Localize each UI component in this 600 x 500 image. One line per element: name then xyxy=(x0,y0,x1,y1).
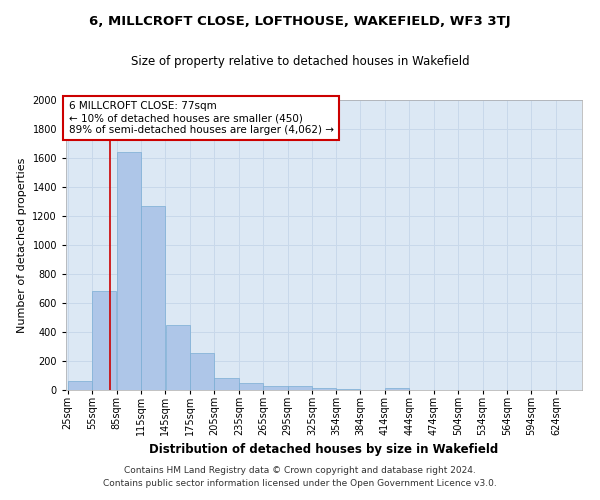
Bar xyxy=(214,378,239,390)
Bar xyxy=(68,380,92,390)
Y-axis label: Number of detached properties: Number of detached properties xyxy=(17,158,27,332)
Text: 6 MILLCROFT CLOSE: 77sqm
← 10% of detached houses are smaller (450)
89% of semi-: 6 MILLCROFT CLOSE: 77sqm ← 10% of detach… xyxy=(68,102,334,134)
Bar xyxy=(263,386,287,390)
Text: Contains HM Land Registry data © Crown copyright and database right 2024.
Contai: Contains HM Land Registry data © Crown c… xyxy=(103,466,497,487)
Bar xyxy=(116,152,141,390)
Bar xyxy=(313,388,335,390)
Text: 6, MILLCROFT CLOSE, LOFTHOUSE, WAKEFIELD, WF3 3TJ: 6, MILLCROFT CLOSE, LOFTHOUSE, WAKEFIELD… xyxy=(89,15,511,28)
X-axis label: Distribution of detached houses by size in Wakefield: Distribution of detached houses by size … xyxy=(149,444,499,456)
Bar xyxy=(190,353,214,390)
Bar xyxy=(288,386,312,390)
Bar xyxy=(92,292,116,390)
Text: Size of property relative to detached houses in Wakefield: Size of property relative to detached ho… xyxy=(131,55,469,68)
Bar xyxy=(141,206,166,390)
Bar xyxy=(336,388,360,390)
Bar xyxy=(239,383,263,390)
Bar xyxy=(385,388,409,390)
Bar xyxy=(166,325,190,390)
